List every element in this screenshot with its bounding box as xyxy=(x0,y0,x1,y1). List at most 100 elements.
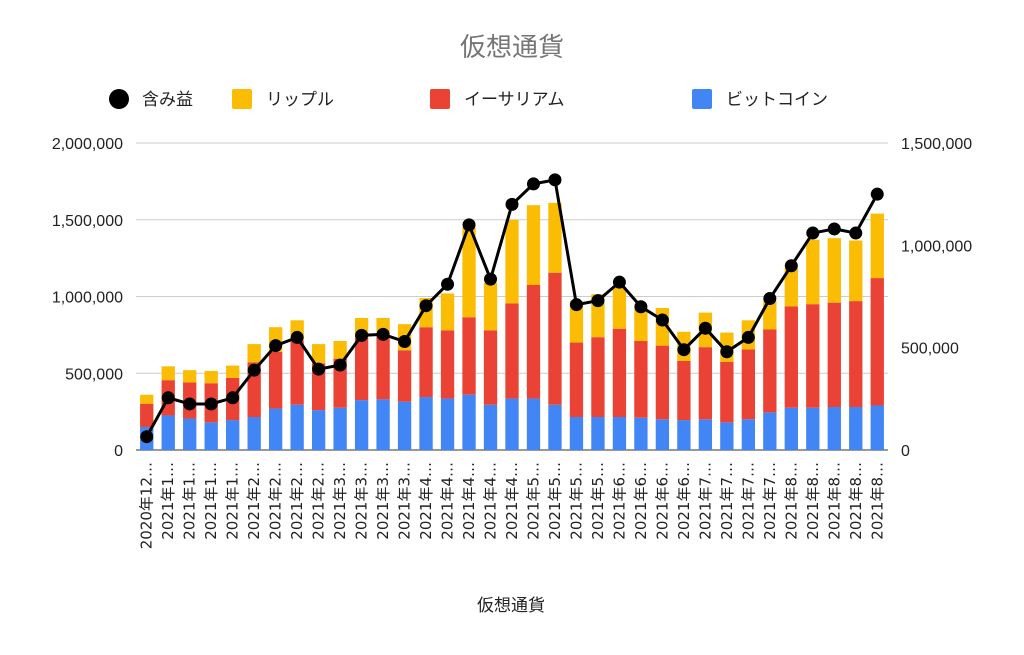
line-point xyxy=(569,298,583,312)
y-axis-right: 0 500,000 1,000,000 1,500,000 xyxy=(901,136,972,460)
x-tick-label: 2021年1… xyxy=(224,462,242,540)
y-left-tick-label: 1,000,000 xyxy=(52,290,123,307)
line-point xyxy=(763,292,777,306)
bar-segment xyxy=(741,419,756,450)
bar-segment xyxy=(333,341,347,359)
line-point xyxy=(720,345,734,359)
bar-segment xyxy=(806,304,820,408)
x-tick-label: 2021年5… xyxy=(546,462,564,540)
bar-segment xyxy=(505,303,519,399)
x-tick-label: 2021年4… xyxy=(482,462,500,540)
bar-segment xyxy=(505,398,519,450)
bar-segment xyxy=(548,404,562,450)
line-point xyxy=(247,363,261,377)
x-tick-label: 2021年4… xyxy=(439,462,457,540)
x-tick-label: 2021年7… xyxy=(718,462,736,540)
line-point xyxy=(398,335,412,349)
line-point xyxy=(204,397,218,411)
bar-segment xyxy=(698,347,713,420)
bar-segment xyxy=(483,330,498,405)
bar-segment xyxy=(677,360,691,421)
line-point xyxy=(161,391,175,405)
bar-segment xyxy=(763,412,777,450)
x-tick-label: 2021年8… xyxy=(825,462,843,540)
bar-segment xyxy=(397,401,412,450)
bar-segment xyxy=(526,284,541,399)
x-tick-label: 2021年7… xyxy=(761,462,779,540)
legend-label: ビットコイン xyxy=(726,90,828,110)
bar-segment xyxy=(183,418,197,450)
bar-segment xyxy=(311,344,326,364)
bar-segment xyxy=(204,422,218,450)
line-point xyxy=(505,197,519,211)
bar-segment xyxy=(827,238,841,303)
bar-segment xyxy=(526,398,541,450)
x-tick-label: 2021年4… xyxy=(503,462,521,540)
bar-segment xyxy=(140,403,154,427)
line-point xyxy=(827,222,841,236)
line-point xyxy=(741,330,755,344)
bar-segment xyxy=(419,327,433,398)
bar-segment xyxy=(161,366,175,381)
bar-segment xyxy=(806,407,820,450)
line-point xyxy=(441,277,455,291)
x-tick-label: 2021年6… xyxy=(610,462,628,540)
line-point xyxy=(290,330,304,344)
bar-segment xyxy=(548,272,562,405)
x-tick-label: 2020年12… xyxy=(138,462,156,549)
legend-swatch xyxy=(692,89,712,109)
bar-segment xyxy=(634,341,648,418)
bar-segment xyxy=(333,358,347,408)
bar-segment xyxy=(720,361,734,423)
bar-segment xyxy=(634,308,648,342)
bar-segment xyxy=(311,410,326,450)
line-series xyxy=(140,173,884,444)
bar-segment xyxy=(569,342,584,417)
bar-segment xyxy=(677,420,691,450)
bar-segment xyxy=(462,227,476,318)
bar-segment xyxy=(226,420,240,450)
line-point xyxy=(677,343,691,357)
line-point xyxy=(612,275,626,289)
bar-segment xyxy=(376,335,390,400)
bar-segment xyxy=(870,213,884,279)
chart-title: 仮想通貨 xyxy=(460,33,564,63)
bar-segment xyxy=(483,404,498,450)
bar-segment xyxy=(870,405,884,450)
bar-segment xyxy=(204,370,218,384)
bar-segment xyxy=(354,337,369,401)
bar-segment xyxy=(763,301,777,330)
line-point xyxy=(591,294,605,308)
x-tick-label: 2021年4… xyxy=(417,462,435,540)
line-point xyxy=(312,362,326,376)
line-point xyxy=(484,272,498,286)
x-tick-label: 2021年2… xyxy=(288,462,306,540)
bar-segment xyxy=(741,349,756,420)
x-tick-label: 2021年6… xyxy=(632,462,650,540)
bar-segment xyxy=(655,345,670,420)
bar-segment xyxy=(268,351,283,409)
line-point xyxy=(698,321,712,335)
bar-segment xyxy=(827,407,841,450)
bar-segment xyxy=(784,268,798,307)
bar-segment xyxy=(591,416,605,450)
line-point xyxy=(226,391,240,405)
legend-label: イーサリアム xyxy=(464,90,564,110)
bar-segment xyxy=(634,417,648,450)
line-point xyxy=(806,226,820,240)
bar-segment xyxy=(526,205,541,285)
legend-label: リップル xyxy=(266,90,334,110)
y-right-tick-label: 1,000,000 xyxy=(901,238,972,255)
y-left-tick-label: 0 xyxy=(114,443,123,460)
legend-swatch xyxy=(430,89,450,109)
line-point xyxy=(634,300,648,314)
x-tick-label: 2021年8… xyxy=(868,462,886,540)
y-left-tick-label: 1,500,000 xyxy=(52,213,123,230)
bar-segment xyxy=(784,407,798,450)
y-axis-left: 0 500,000 1,000,000 1,500,000 2,000,000 xyxy=(52,136,123,460)
bar-segment xyxy=(806,239,820,305)
x-axis-label: 仮想通貨 xyxy=(477,596,545,616)
line-point xyxy=(784,259,798,273)
bar-segment xyxy=(462,394,476,450)
